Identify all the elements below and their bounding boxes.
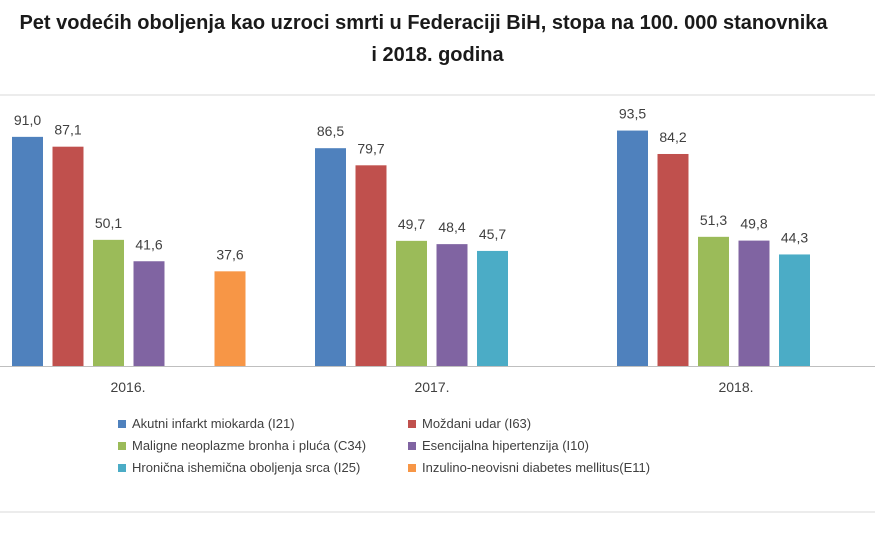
data-label-2018-series-4: 49,8 bbox=[740, 216, 767, 232]
data-label-2016-series-1: 91,0 bbox=[14, 112, 41, 128]
legend-label-6: Inzulino-neovisni diabetes mellitus(E11) bbox=[422, 460, 651, 475]
bar-2018-series-1 bbox=[617, 130, 648, 366]
bar-2017-series-5 bbox=[477, 250, 508, 366]
data-label-2018-series-5: 44,3 bbox=[781, 229, 808, 245]
data-label-2017-series-2: 79,7 bbox=[357, 140, 384, 156]
legend-swatch-5 bbox=[118, 463, 126, 472]
data-label-2016-series-2: 87,1 bbox=[54, 122, 81, 138]
legend-label-3: Maligne neoplazme bronha i pluća (C34) bbox=[132, 438, 367, 453]
data-label-2017-series-3: 49,7 bbox=[398, 216, 425, 232]
bar-2017-series-4 bbox=[436, 244, 468, 366]
legend-swatch-1 bbox=[118, 419, 126, 428]
data-label-2016-series-4: 41,6 bbox=[135, 236, 162, 252]
data-label-2016-series-6: 37,6 bbox=[216, 246, 243, 262]
legend-label-2: Moždani udar (I63) bbox=[422, 416, 532, 431]
bar-2018-series-2 bbox=[657, 153, 689, 366]
legend-item-5: Hronična ishemična oboljenja srca (I25) bbox=[118, 460, 360, 475]
legend-swatch-3 bbox=[118, 441, 126, 450]
chart-title-line-1: Pet vodećih oboljenja kao uzroci smrti u… bbox=[19, 12, 828, 34]
data-label-2018-series-3: 51,3 bbox=[700, 212, 727, 228]
bar-2017-series-3 bbox=[396, 240, 427, 366]
legend-item-2: Moždani udar (I63) bbox=[408, 416, 531, 431]
x-tick-label-2018: 2018. bbox=[718, 379, 753, 395]
data-label-2017-series-1: 86,5 bbox=[317, 123, 344, 139]
legend-swatch-2 bbox=[408, 419, 416, 428]
legend-item-6: Inzulino-neovisni diabetes mellitus(E11) bbox=[408, 460, 650, 475]
data-label-2018-series-1: 93,5 bbox=[619, 106, 646, 122]
legend-item-4: Esencijalna hipertenzija (I10) bbox=[408, 438, 589, 453]
legend-label-1: Akutni infarkt miokarda (I21) bbox=[132, 416, 295, 431]
bar-2016-series-6 bbox=[214, 271, 246, 366]
legend-item-3: Maligne neoplazme bronha i pluća (C34) bbox=[118, 438, 366, 453]
data-label-2017-series-5: 45,7 bbox=[479, 226, 506, 242]
legend-item-1: Akutni infarkt miokarda (I21) bbox=[118, 416, 295, 431]
legend-swatch-4 bbox=[408, 441, 416, 450]
bar-2017-series-1 bbox=[315, 148, 346, 366]
bar-2016-series-1 bbox=[12, 136, 43, 366]
bar-2016-series-3 bbox=[93, 239, 124, 366]
bar-2016-series-2 bbox=[52, 146, 84, 366]
data-label-2016-series-3: 50,1 bbox=[95, 215, 122, 231]
bar-2018-series-5 bbox=[779, 254, 810, 366]
bar-2017-series-2 bbox=[355, 165, 387, 366]
data-label-2018-series-2: 84,2 bbox=[659, 129, 686, 145]
chart-title-line-2: i 2018. godina bbox=[371, 44, 504, 66]
legend-swatch-6 bbox=[408, 463, 416, 472]
legend-label-4: Esencijalna hipertenzija (I10) bbox=[422, 438, 589, 453]
legend-label-5: Hronična ishemična oboljenja srca (I25) bbox=[132, 460, 361, 475]
bar-2018-series-3 bbox=[698, 236, 729, 366]
x-tick-label-2016: 2016. bbox=[110, 379, 145, 395]
x-tick-label-2017: 2017. bbox=[414, 379, 449, 395]
bar-2016-series-4 bbox=[133, 261, 165, 366]
data-label-2017-series-4: 48,4 bbox=[438, 219, 465, 235]
bar-2018-series-4 bbox=[738, 240, 770, 366]
